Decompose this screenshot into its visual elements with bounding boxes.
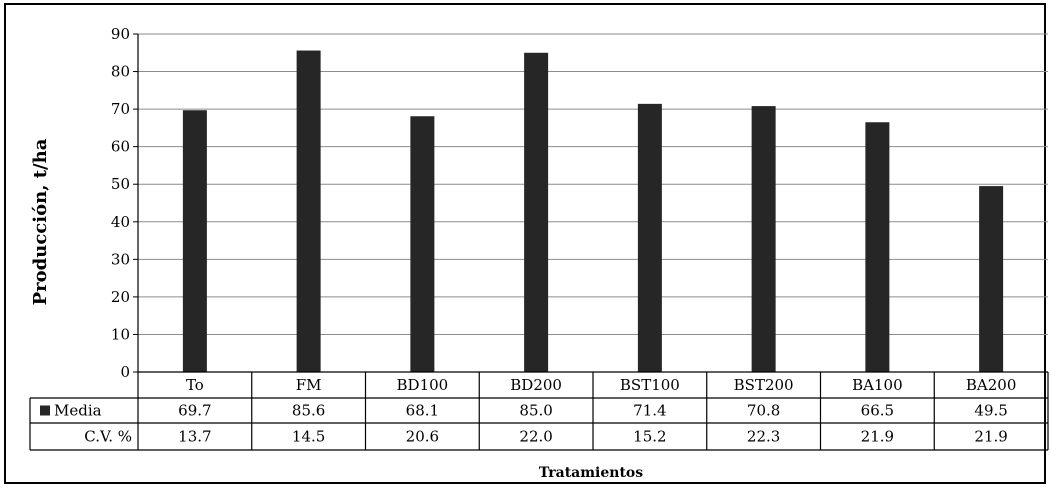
x-tick-label: BA200 xyxy=(966,376,1017,394)
data-label: 49.5 xyxy=(974,402,1007,420)
data-label: 85.6 xyxy=(292,402,325,420)
legend-swatch xyxy=(40,405,50,416)
data-label: 13.7 xyxy=(178,428,211,446)
data-label: 68.1 xyxy=(406,402,439,420)
bar-BA100 xyxy=(865,122,890,372)
x-tick-label: BA100 xyxy=(852,376,903,394)
data-label: 22.3 xyxy=(747,428,780,446)
y-axis-label: Producción, t/ha xyxy=(30,138,51,305)
bar-BD100 xyxy=(410,116,435,372)
x-tick-label: BST100 xyxy=(620,376,680,394)
x-tick-label: To xyxy=(186,376,204,394)
y-tick-label: 30 xyxy=(111,250,130,268)
data-label: 70.8 xyxy=(747,402,780,420)
data-label: 14.5 xyxy=(292,428,325,446)
data-label: 71.4 xyxy=(633,402,666,420)
x-tick-label: BD200 xyxy=(510,376,562,394)
y-tick-label: 40 xyxy=(111,213,130,231)
bar-BD200 xyxy=(524,52,549,373)
x-tick-label: BST200 xyxy=(734,376,794,394)
bar-BST100 xyxy=(637,103,662,372)
x-tick-label: FM xyxy=(296,376,322,394)
y-tick-label: 70 xyxy=(111,100,130,118)
y-tick-label: 10 xyxy=(111,325,130,343)
data-label: 85.0 xyxy=(519,402,552,420)
y-tick-label: 80 xyxy=(111,63,130,81)
row-label: C.V. % xyxy=(84,428,132,446)
data-label: 21.9 xyxy=(974,428,1007,446)
data-label: 20.6 xyxy=(406,428,439,446)
y-tick-label: 60 xyxy=(111,138,130,156)
data-label: 21.9 xyxy=(861,428,894,446)
bar-BST200 xyxy=(751,106,776,373)
y-tick-label: 20 xyxy=(111,288,130,306)
data-label: 22.0 xyxy=(519,428,552,446)
data-label: 15.2 xyxy=(633,428,666,446)
x-tick-label: BD100 xyxy=(397,376,449,394)
bar-To xyxy=(182,110,207,372)
y-tick-label: 90 xyxy=(111,25,130,43)
legend-label: Media xyxy=(54,402,102,420)
x-axis-label: Tratamientos xyxy=(539,465,643,481)
bar-BA200 xyxy=(979,186,1004,372)
y-tick-label: 0 xyxy=(120,363,130,381)
y-tick-label: 50 xyxy=(111,175,130,193)
data-label: 69.7 xyxy=(178,402,211,420)
bar-FM xyxy=(296,50,321,372)
data-label: 66.5 xyxy=(861,402,894,420)
